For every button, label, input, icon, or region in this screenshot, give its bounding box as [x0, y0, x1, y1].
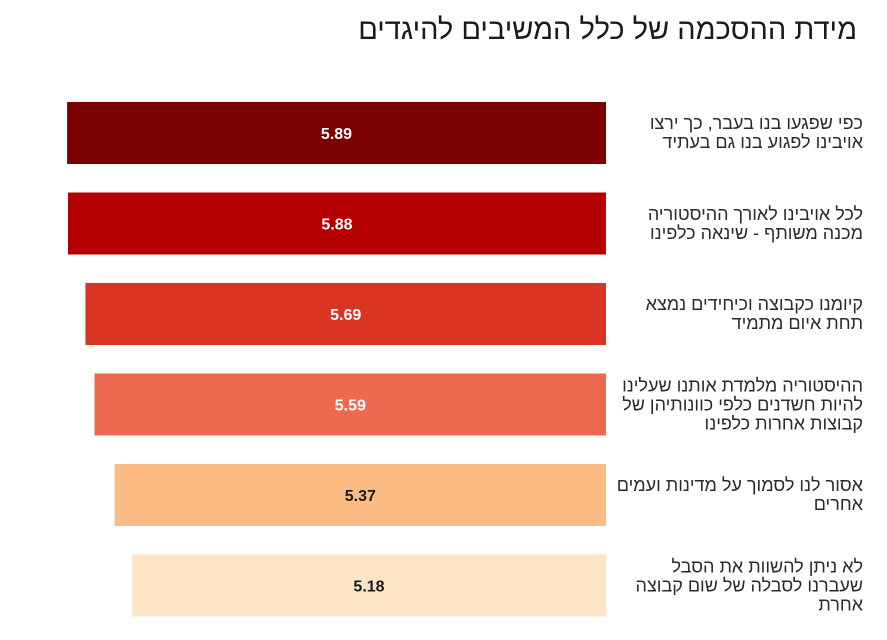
chart-title: מידת ההסכמה של כלל המשיבים להיגדים: [358, 14, 857, 46]
bar: [67, 102, 607, 164]
bar: [85, 283, 606, 345]
data-label: 5.18: [353, 579, 384, 596]
category-label: קיומנו כקבוצה וכיחידים נמצא תחת איום מתמ…: [645, 294, 863, 333]
bar: [68, 192, 606, 255]
data-label: 5.59: [335, 398, 366, 415]
data-label: 5.69: [330, 307, 361, 324]
bar: [94, 373, 606, 436]
category-label: לכל אויבינו לאורך ההיסטוריה מכנה משותף -…: [647, 203, 863, 243]
data-label: 5.88: [321, 217, 352, 234]
bar: [132, 554, 606, 617]
category-label: לא ניתן להשוות את הסבל שעברנו לסבלה של ש…: [635, 556, 863, 614]
category-label: אסור לנו לסמוך על מדינות ועמים אחרים: [616, 475, 863, 514]
data-label: 5.37: [345, 488, 376, 505]
category-label: ההיסטוריה מלמדת אותנו שעלינו להיות חשדני…: [622, 375, 863, 433]
data-label: 5.89: [321, 126, 352, 143]
bar: [114, 464, 606, 526]
category-label: כפי שפגעו בנו בעבר, כך ירצו אויבינו לפגו…: [649, 113, 863, 152]
